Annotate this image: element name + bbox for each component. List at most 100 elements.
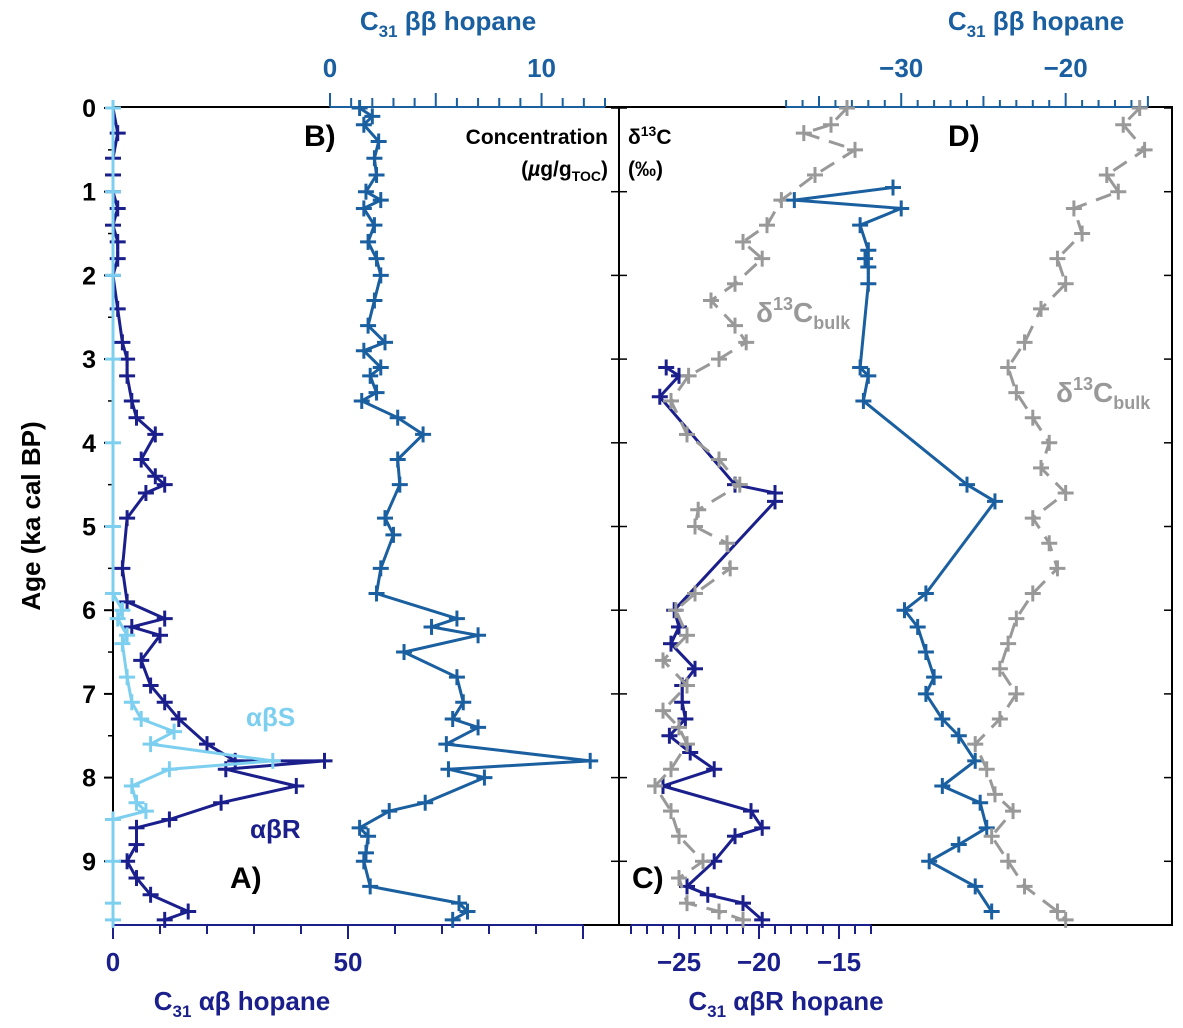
y-tick-label: 9	[82, 848, 96, 876]
data-point-a-1	[105, 911, 121, 928]
data-point-d-1	[1016, 334, 1033, 351]
data-point-c-1	[727, 317, 743, 334]
data-point-c-0	[767, 493, 783, 510]
data-point-c-0	[735, 895, 751, 912]
concentration-unit-label: (µg/gTOC)	[521, 158, 608, 184]
data-point-a-0	[152, 627, 168, 644]
y-tick-label: 7	[82, 681, 96, 709]
data-point-b-0	[372, 267, 389, 284]
panel-label-a: A)	[230, 862, 262, 895]
data-point-a-0	[199, 736, 215, 753]
data-point-b-0	[364, 108, 381, 125]
panel-label-d: D)	[948, 120, 980, 153]
top-left-axis-title: C31 ββ hopane	[360, 6, 536, 41]
data-point-c-1	[738, 334, 755, 351]
data-point-b-0	[448, 669, 465, 686]
data-point-d-0	[926, 669, 943, 686]
left-panel-frame	[112, 106, 620, 926]
data-point-d-1	[991, 660, 1008, 677]
data-point-b-0	[351, 819, 368, 836]
y-tick-label: 2	[82, 262, 96, 290]
series-line-d-1	[973, 106, 1147, 921]
data-point-a-0	[147, 468, 164, 485]
data-point-b-0	[396, 644, 413, 661]
data-point-b-0	[444, 711, 461, 728]
data-point-b-0	[440, 761, 457, 778]
x-tick-label-c: −25	[657, 947, 701, 977]
data-point-d-0	[934, 711, 951, 728]
data-point-d-0	[852, 359, 869, 376]
delta13c-label: δ13C	[628, 123, 672, 149]
data-point-b-0	[470, 719, 487, 736]
data-point-b-0	[370, 133, 387, 150]
data-point-d-1	[1115, 116, 1132, 133]
data-point-c-1	[679, 677, 695, 694]
data-point-c-0	[663, 635, 679, 652]
data-point-d-0	[934, 777, 951, 794]
data-point-d-1	[983, 828, 1000, 845]
data-point-a-0	[180, 903, 197, 920]
bottom-left-axis-title: C31 αβ hopane	[154, 986, 330, 1021]
data-point-c-0	[699, 886, 716, 903]
data-point-b-0	[368, 384, 385, 401]
data-point-d-0	[885, 179, 901, 196]
data-point-b-0	[389, 409, 406, 426]
data-point-b-0	[366, 150, 383, 167]
concentration-label: Concentration	[466, 126, 608, 149]
data-point-d-1	[986, 786, 1003, 803]
data-point-a-1	[123, 777, 140, 794]
data-point-a-0	[156, 610, 173, 627]
x-axis-top-right: −30 −20	[785, 53, 1149, 108]
data-point-d-1	[1008, 610, 1025, 627]
data-point-d-0	[950, 836, 967, 853]
data-point-c-1	[671, 828, 687, 845]
data-point-c-0	[754, 819, 771, 836]
data-point-d-1	[978, 761, 995, 778]
data-point-d-0	[959, 476, 975, 493]
data-point-a-1	[128, 794, 145, 811]
data-point-c-0	[743, 803, 759, 820]
data-point-a-0	[142, 886, 159, 903]
data-point-c-1	[690, 501, 707, 518]
data-point-b-0	[368, 166, 385, 183]
data-point-c-0	[706, 761, 723, 778]
data-point-b-0	[377, 510, 393, 527]
data-point-b-0	[360, 233, 377, 250]
data-point-a-1	[105, 434, 121, 451]
data-point-d-1	[1057, 911, 1074, 928]
data-point-c-0	[651, 388, 668, 405]
data-point-c-1	[679, 895, 695, 912]
data-point-d-1	[1098, 166, 1115, 183]
data-point-c-1	[711, 903, 727, 920]
data-point-c-1	[679, 627, 695, 644]
data-point-b-0	[362, 367, 379, 384]
data-point-c-1	[795, 125, 812, 142]
data-point-b-0	[459, 903, 476, 920]
data-point-c-1	[647, 777, 663, 794]
data-point-b-0	[366, 292, 383, 309]
data-point-d-1	[1000, 359, 1017, 376]
data-point-c-1	[735, 911, 751, 928]
data-point-a-0	[128, 819, 145, 836]
data-point-c-1	[655, 702, 671, 719]
data-point-a-1	[264, 752, 281, 769]
data-point-d-1	[1049, 560, 1066, 577]
data-point-a-0	[119, 853, 136, 870]
data-point-a-1	[119, 627, 136, 644]
data-point-d-1	[1024, 510, 1041, 527]
data-point-b-0	[357, 183, 374, 200]
data-point-d-0	[950, 727, 967, 744]
data-point-d-1	[1000, 635, 1017, 652]
data-point-a-0	[119, 593, 136, 610]
data-point-a-1	[105, 853, 121, 870]
x-tick-label-a: 0	[106, 947, 120, 977]
data-point-d-0	[896, 602, 913, 619]
data-point-b-0	[355, 116, 372, 133]
data-point-c-0	[661, 727, 678, 744]
data-point-b-0	[360, 317, 377, 334]
data-point-d-1	[1074, 225, 1091, 242]
y-tick-label: 3	[82, 346, 96, 374]
data-point-d-1	[967, 736, 984, 753]
data-point-c-1	[655, 652, 671, 669]
data-point-d-1	[1005, 803, 1022, 820]
